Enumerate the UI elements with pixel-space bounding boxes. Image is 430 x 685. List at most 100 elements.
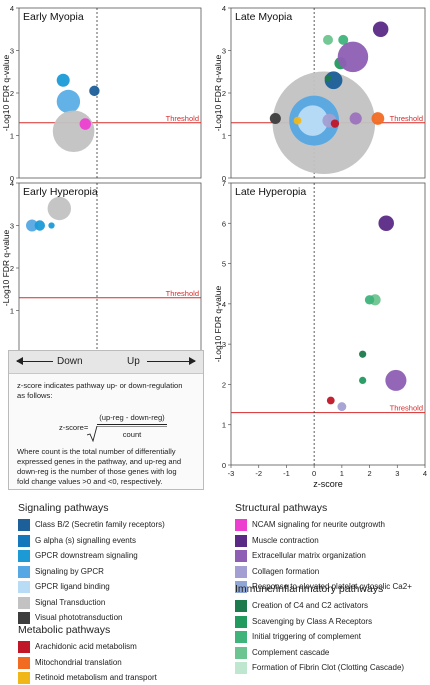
early-hyperopia-title: Early Hyperopia	[23, 186, 98, 198]
legend-swatch	[18, 672, 30, 684]
late-hyperopia-frame	[230, 182, 426, 466]
legend-label: Mitochondrial translation	[35, 657, 122, 667]
legend-swatch	[235, 534, 247, 547]
legend-label: Signal Transduction	[35, 597, 106, 607]
early-hyperopia-ytick-label: 3	[10, 222, 14, 231]
legend-label: Signaling by GPCR	[35, 566, 104, 576]
early-hyperopia-ytick-label: 1	[10, 307, 14, 316]
late-myopia-bubble	[269, 112, 281, 125]
late-hyperopia-xtick-label: -2	[255, 469, 262, 478]
note-paragraph-3: down-reg is the number of those genes wi…	[17, 467, 177, 476]
square-root-icon	[87, 426, 167, 442]
legend-swatch	[18, 596, 30, 609]
late-myopia-ytick-label: 2	[222, 89, 226, 98]
legend-swatch	[18, 565, 30, 578]
late-myopia-threshold-label: Threshold	[390, 114, 423, 123]
note-paragraph-1: Where count is the total number of diffe…	[17, 447, 176, 456]
early-hyperopia-y-axis-label: -Log10 FDR q-value	[1, 229, 11, 306]
legend-label: NCAM signaling for neurite outgrowth	[252, 520, 385, 529]
legend-swatch	[18, 550, 30, 562]
legend-structural-title: Structural pathways	[235, 502, 328, 514]
late-myopia-y-axis-label: -Log10 FDR q-value	[213, 54, 223, 131]
legend-label: Visual phototransduction	[35, 613, 123, 622]
legend-label: GPCR downstream signaling	[35, 551, 138, 560]
legend-swatch	[18, 641, 30, 653]
late-hyperopia-xtick-label: 1	[340, 469, 344, 478]
legend-label: GPCR ligand binding	[35, 582, 110, 591]
early-myopia-bubble	[56, 73, 70, 87]
legend-swatch	[18, 656, 30, 669]
legend-label: Extracellular matrix organization	[252, 551, 366, 560]
early-myopia-threshold-label: Threshold	[166, 114, 199, 123]
early-myopia-ytick-label: 1	[10, 132, 14, 141]
early-myopia-bubble	[79, 118, 92, 130]
legend-swatch	[18, 612, 30, 624]
legend-label: Class B/2 (Secretin family receptors)	[35, 520, 165, 529]
late-hyperopia-ytick-label: 7	[222, 179, 226, 188]
late-hyperopia-ytick-label: 1	[222, 421, 226, 430]
legend-swatch	[18, 534, 30, 547]
legend-swatch	[235, 519, 247, 531]
late-hyperopia-xtick-label: 3	[395, 469, 399, 478]
late-myopia-bubble	[330, 119, 340, 128]
legend-swatch	[235, 615, 247, 628]
late-hyperopia-xtick-label: 4	[423, 469, 427, 478]
note-paragraph-4: fold change values >0 and <0, respective…	[17, 477, 163, 486]
early-myopia-ytick-label: 4	[10, 4, 14, 13]
legend-label: Retinoid metabolism and transport	[35, 673, 157, 682]
legend-label: Muscle contraction	[252, 535, 319, 545]
early-myopia-frame	[18, 7, 202, 179]
late-myopia-bubble	[323, 34, 333, 45]
late-hyperopia-ytick-label: 0	[222, 461, 226, 470]
early-myopia-ytick-label: 2	[10, 89, 14, 98]
early-hyperopia-ytick-label: 4	[10, 179, 14, 188]
legend-metabolic-title: Metabolic pathways	[18, 624, 111, 636]
late-hyperopia-ytick-label: 2	[222, 380, 226, 389]
late-hyperopia-bubble	[337, 402, 347, 412]
formula-denominator: count	[122, 430, 142, 439]
legend-label: Initial triggering of complement	[252, 632, 361, 641]
late-myopia-ytick-label: 3	[222, 47, 226, 56]
early-hyperopia-bubble	[34, 220, 45, 231]
z-score-formula: z-score= (up-reg - down-reg) count	[59, 413, 189, 443]
late-myopia-bubble	[372, 21, 389, 38]
early-hyperopia-bubble	[47, 196, 71, 221]
down-label: Down	[57, 356, 83, 367]
early-myopia-title: Early Myopia	[23, 11, 84, 23]
note-line-2: as follows:	[17, 391, 53, 400]
early-myopia-ytick-label: 3	[10, 47, 14, 56]
late-hyperopia-title: Late Hyperopia	[235, 186, 306, 198]
late-myopia-bubble	[338, 34, 349, 45]
early-hyperopia-ytick-label: 2	[10, 264, 14, 273]
late-hyperopia-bubble	[359, 350, 367, 358]
late-myopia-bubble	[337, 41, 369, 73]
late-myopia-ytick-label: 4	[222, 4, 226, 13]
late-myopia-bubble	[371, 112, 385, 125]
arrow-left-icon	[16, 357, 53, 365]
direction-header: Down Up	[9, 351, 203, 374]
arrow-right-icon	[147, 357, 196, 365]
legend-signaling-title: Signaling pathways	[18, 502, 109, 514]
legend-label: G alpha (s) signalling events	[35, 535, 136, 545]
legend-swatch	[18, 519, 30, 531]
late-myopia-title: Late Myopia	[235, 11, 292, 23]
note-paragraph-2: expressed genes in the pathway, and up-r…	[17, 457, 182, 466]
late-hyperopia-bubble	[359, 376, 367, 385]
late-myopia-bubble	[293, 116, 302, 125]
early-hyperopia-threshold-label: Threshold	[166, 289, 199, 298]
legend-label: Collagen formation	[252, 566, 320, 576]
legend-swatch	[18, 581, 30, 593]
late-hyperopia-ytick-label: 5	[222, 260, 226, 269]
formula-lhs: z-score=	[59, 423, 89, 432]
late-hyperopia-bubble	[364, 295, 375, 305]
early-myopia-bubble	[52, 110, 95, 153]
late-hyperopia-xtick-label: 0	[312, 469, 316, 478]
legend-label: Scavenging by Class A Receptors	[252, 616, 373, 626]
late-myopia-ytick-label: 0	[222, 174, 226, 183]
late-myopia-bubble	[297, 105, 328, 136]
late-myopia-bubble	[324, 74, 332, 82]
legend-immune-title: Immune/inflammatory pathways	[235, 583, 384, 595]
late-myopia-bubble	[349, 112, 362, 125]
late-hyperopia-xtick-label: 2	[367, 469, 371, 478]
late-hyperopia-threshold-label: Threshold	[390, 404, 423, 413]
